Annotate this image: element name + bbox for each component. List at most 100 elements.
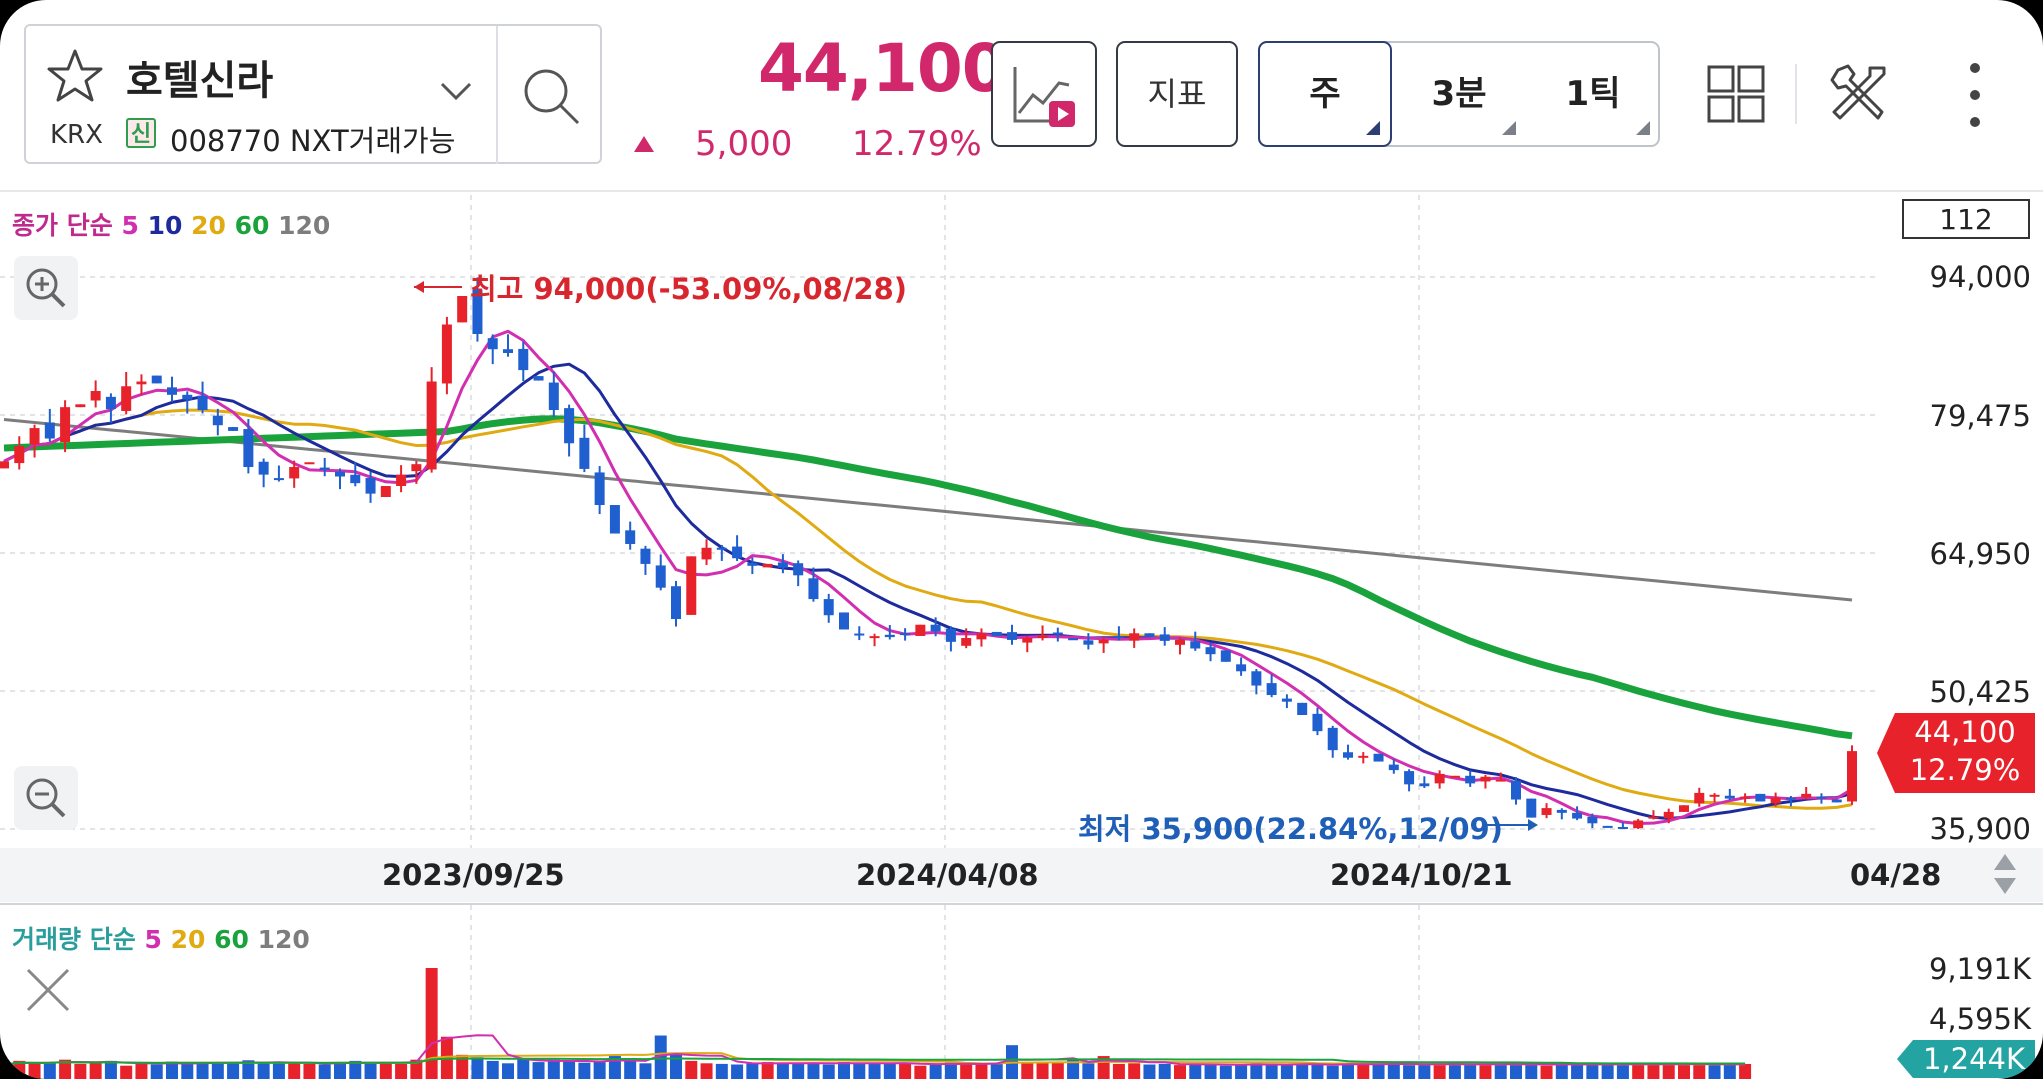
- candle-body: [1037, 635, 1048, 639]
- volume-bar: [1723, 1064, 1736, 1079]
- volume-bar: [1433, 1063, 1446, 1079]
- volume-ma60-line: [3, 1057, 1746, 1066]
- candle-body: [151, 375, 162, 384]
- candle-body: [14, 446, 25, 464]
- candle-body: [961, 638, 972, 646]
- tools-icon[interactable]: [1826, 60, 1892, 126]
- search-icon[interactable]: [516, 61, 586, 131]
- volume-bar: [883, 1063, 896, 1079]
- ma-legend-20: 20: [191, 211, 226, 240]
- candle-body: [991, 631, 1002, 637]
- candle-body: [747, 562, 758, 566]
- current-price-tag: 44,100 12.79%: [1877, 713, 2035, 793]
- period-1tick-button[interactable]: 1틱: [1526, 43, 1660, 145]
- volume-bar: [456, 1054, 469, 1079]
- candle-body: [44, 422, 55, 439]
- candle-body: [335, 471, 345, 477]
- volume-bar: [838, 1062, 850, 1079]
- volume-bar: [1708, 1065, 1721, 1079]
- volume-bar: [914, 1065, 927, 1079]
- indicator-button[interactable]: 지표: [1116, 41, 1238, 147]
- period-week-button[interactable]: 주: [1258, 41, 1392, 147]
- ma-legend[interactable]: 종가 단순 5 10 20 60 120: [12, 206, 330, 242]
- zoom-in-icon[interactable]: [14, 256, 78, 320]
- period-selector: 주 3분 1틱: [1258, 41, 1660, 147]
- volume-bar: [563, 1061, 576, 1079]
- price-tag-value: 44,100: [1914, 715, 2016, 749]
- scroll-updown-icon[interactable]: [1992, 852, 2018, 896]
- volume-legend[interactable]: 거래량 단순 5 20 60 120: [12, 920, 310, 956]
- volume-bar: [43, 1062, 56, 1079]
- stock-name[interactable]: 호텔신라: [126, 58, 274, 104]
- volume-bar: [1510, 1063, 1522, 1079]
- volume-bar: [410, 1059, 423, 1079]
- volume-bar: [547, 1059, 560, 1079]
- candle-body: [930, 624, 941, 632]
- stock-selector[interactable]: 호텔신라 KRX 신 008770 NXT거래가능: [24, 24, 602, 164]
- candle-body: [655, 565, 666, 588]
- volume-bar: [853, 1062, 866, 1079]
- candle-body: [1831, 799, 1842, 803]
- volume-bar: [670, 1054, 682, 1079]
- period-1tick-label: 1틱: [1565, 74, 1621, 114]
- layout-grid-icon[interactable]: [1706, 64, 1766, 124]
- candle-body: [777, 562, 788, 568]
- candle-body: [884, 634, 895, 638]
- volume-bar: [1647, 1063, 1660, 1079]
- volume-bar: [74, 1063, 87, 1079]
- volume-bar: [349, 1060, 362, 1079]
- volume-bar: [990, 1063, 1003, 1079]
- candle-body: [793, 563, 804, 576]
- candle-body: [1785, 797, 1796, 800]
- candle-body: [915, 624, 926, 636]
- volume-bar: [1555, 1064, 1568, 1079]
- volume-bar: [425, 968, 438, 1079]
- candle-body: [1755, 793, 1766, 802]
- candle-body: [1633, 820, 1644, 829]
- volume-bar: [593, 1062, 606, 1079]
- candle-body: [472, 289, 483, 335]
- volume-bar: [578, 1062, 591, 1079]
- period-3min-button[interactable]: 3분: [1392, 43, 1526, 145]
- candle-body: [75, 404, 86, 408]
- volume-legend-120: 120: [257, 925, 310, 954]
- volume-bar: [654, 1035, 667, 1079]
- candle-body: [350, 474, 361, 484]
- more-vertical-icon[interactable]: [1960, 60, 1990, 130]
- period-3min-label: 3분: [1431, 74, 1487, 114]
- volume-bar: [59, 1059, 72, 1079]
- candle-body: [1480, 776, 1491, 782]
- volume-bar: [746, 1063, 759, 1079]
- candle-body: [1709, 794, 1720, 797]
- zoom-out-icon[interactable]: [14, 766, 78, 830]
- chevron-down-icon[interactable]: [438, 78, 474, 104]
- volume-bar: [792, 1063, 805, 1079]
- volume-bar: [1082, 1063, 1095, 1079]
- candle-body: [564, 408, 575, 444]
- candle-body: [1572, 812, 1583, 819]
- volume-bar: [1235, 1064, 1248, 1079]
- divider: [496, 26, 498, 164]
- volume-bar: [1372, 1063, 1385, 1079]
- close-icon[interactable]: [20, 962, 76, 1018]
- candle-body: [1159, 634, 1170, 641]
- ma60-line: [3, 415, 1853, 740]
- volume-bar: [1571, 1063, 1584, 1079]
- x-tick-label: 2023/09/25: [382, 858, 565, 892]
- candle-count-box[interactable]: 112: [1902, 199, 2030, 239]
- volume-bar: [1311, 1064, 1324, 1079]
- volume-bar: [272, 1062, 285, 1079]
- candle-body: [1007, 632, 1017, 640]
- volume-bar: [104, 1060, 117, 1079]
- volume-bar: [639, 1063, 652, 1079]
- candle-body: [1343, 752, 1353, 758]
- volume-bar: [1021, 1063, 1034, 1079]
- volume-bar: [318, 1064, 331, 1079]
- candle-body: [1465, 775, 1476, 784]
- volume-bar: [334, 1062, 346, 1079]
- chart-video-button[interactable]: [991, 41, 1097, 147]
- price-change-pct: 12.79%: [852, 124, 982, 164]
- star-icon[interactable]: [44, 46, 106, 108]
